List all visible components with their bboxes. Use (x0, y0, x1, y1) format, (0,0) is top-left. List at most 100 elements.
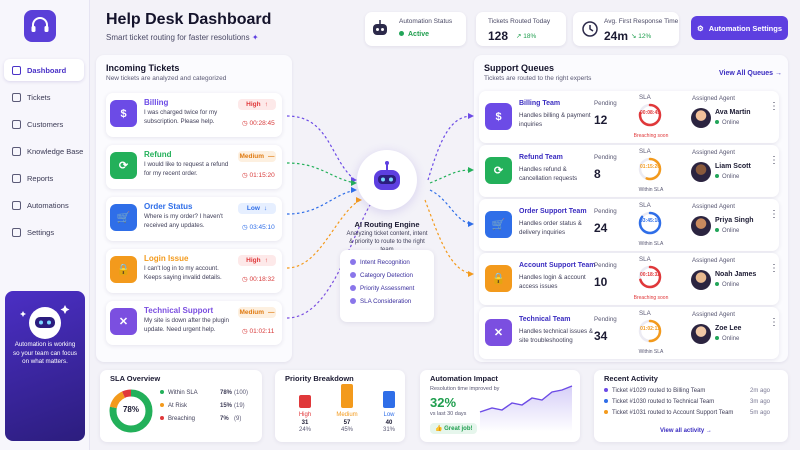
check-dot-icon (350, 259, 356, 266)
ticket-title: Order Status (144, 202, 193, 211)
queue-card[interactable]: ✕ Technical Team Handles technical issues … (479, 307, 779, 359)
ticket-icon (12, 92, 21, 102)
incoming-tickets-title: Incoming Tickets (106, 63, 180, 73)
queue-team-icon: 🛒 (485, 211, 512, 238)
assigned-agent-label: Assigned Agent (692, 149, 736, 156)
ticket-card[interactable]: 🔒 Login Issue I can't log in to my account… (106, 249, 282, 293)
online-dot-icon (715, 282, 719, 287)
ticket-description: I can't log in to my account. Keeps sayi… (144, 265, 222, 281)
sla-status: Within SLA (638, 187, 664, 193)
agent-status: Online (715, 282, 739, 288)
queue-card[interactable]: 🛒 Order Support Team Handles order status … (479, 199, 779, 251)
more-menu-icon[interactable]: ⋮ (769, 209, 779, 220)
priority-label: Medium (239, 153, 265, 160)
queue-card[interactable]: $ Billing Team Handles billing & payment i… (479, 91, 779, 143)
activity-item[interactable]: Ticket #1031 routed to Account Support T… (604, 410, 800, 416)
assigned-agent-label: Assigned Agent (692, 203, 736, 210)
home-icon (12, 65, 21, 75)
tickets-routed-label: Tickets Routed Today (488, 18, 551, 25)
sidebar-item-reports[interactable]: Reports (4, 167, 84, 189)
sidebar-item-dashboard[interactable]: Dashboard (4, 59, 84, 81)
queue-card[interactable]: ⟳ Refund Team Handles refund & cancellatio… (479, 145, 779, 197)
great-job-badge: 👍 Great job! (430, 423, 478, 434)
priority-arrow-icon: ↑ (264, 101, 268, 108)
legend-dot-icon (160, 416, 164, 420)
priority-badge: High ↑ (238, 99, 276, 110)
automation-promo-card: Automation is working so your team can f… (5, 291, 85, 441)
sidebar-item-settings[interactable]: Settings (4, 221, 84, 243)
ticket-card[interactable]: 🛒 Order Status Where is my order? I haven'… (106, 197, 282, 241)
sidebar-item-customers[interactable]: Customers (4, 113, 84, 135)
more-menu-icon[interactable]: ⋮ (769, 317, 779, 328)
activity-text: Ticket #1031 routed to Account Support T… (612, 410, 734, 416)
queue-card[interactable]: 🔒 Account Support Team Handles login & acc… (479, 253, 779, 305)
priority-arrow-icon: — (268, 309, 275, 316)
agent-status: Online (715, 174, 739, 180)
ticket-timer: ◷ 00:28:45 (242, 119, 275, 127)
queue-name[interactable]: Refund Team (519, 154, 563, 161)
activity-item[interactable]: Ticket #1029 routed to Billing Team 2m ag… (604, 388, 800, 394)
page-title: Help Desk Dashboard (106, 11, 272, 28)
view-all-queues-link[interactable]: View All Queues → (719, 70, 783, 77)
priority-breakdown-title: Priority Breakdown (285, 374, 354, 383)
agent-name: Liam Scott (715, 163, 751, 170)
pending-count: 10 (594, 275, 608, 289)
sidebar-item-tickets[interactable]: Tickets (4, 86, 84, 108)
first-response-change: ↘ 12% (631, 33, 652, 40)
sla-ring (638, 211, 662, 235)
legend-label: Within SLA (168, 390, 198, 396)
ticket-timer: ◷ 00:18:32 (242, 275, 275, 283)
ticket-timer: ◷ 01:15:20 (242, 171, 275, 179)
agent-status: Online (715, 228, 739, 234)
priority-breakdown-card: Priority Breakdown High 31 24% Medium 57 45% L… (275, 370, 405, 442)
more-menu-icon[interactable]: ⋮ (769, 101, 779, 112)
ticket-card[interactable]: ✕ Technical Support My site is down after … (106, 301, 282, 345)
sidebar-item-automations[interactable]: Automations (4, 194, 84, 216)
sidebar: Dashboard Tickets Customers Knowledge Base R… (0, 0, 90, 450)
queue-name[interactable]: Technical Team (519, 316, 571, 323)
agent-avatar (691, 270, 711, 290)
automation-status-label: Automation Status (399, 18, 453, 25)
sla-status: Breaching soon (633, 133, 669, 139)
agent-avatar (691, 216, 711, 236)
sla-overview-card: SLA Overview 78% Within SLA 78% (100) At Ri… (100, 370, 262, 442)
ticket-card[interactable]: ⟳ Refund I would like to request a refund … (106, 145, 282, 189)
agent-avatar (691, 108, 711, 128)
sidebar-item-label: Dashboard (27, 65, 67, 75)
recent-activity-title: Recent Activity (604, 374, 658, 383)
sla-status: Breaching soon (633, 295, 669, 301)
automation-status-value: Active (399, 31, 429, 38)
queue-name[interactable]: Order Support Team (519, 208, 587, 215)
gear-icon (12, 227, 21, 237)
recent-activity-card: Recent Activity Ticket #1029 routed to B… (594, 370, 788, 442)
sla-time: 03:45:10 (639, 218, 660, 224)
ticket-category-icon: ⟳ (110, 152, 137, 179)
ticket-description: My site is down after the plugin update.… (144, 317, 229, 333)
activity-item[interactable]: Ticket #1030 routed to Technical Team 3m … (604, 399, 800, 405)
queue-name[interactable]: Account Support Team (519, 262, 596, 269)
engine-title: AI Routing Engine (354, 220, 420, 229)
sla-label: SLA (639, 310, 651, 317)
page-subtitle: Smart ticket routing for faster resoluti… (106, 33, 259, 42)
robot-icon (373, 20, 387, 35)
engine-checklist: Intent Recognition Category Detection Prio… (340, 250, 434, 322)
clock-icon (582, 21, 598, 37)
timer-icon: ◷ (242, 224, 250, 231)
first-response-label: Avg. First Response Time (604, 18, 679, 25)
ticket-card[interactable]: $ Billing I was charged twice for my subsc… (106, 93, 282, 137)
sidebar-item-knowledge-base[interactable]: Knowledge Base (4, 140, 84, 162)
queue-name[interactable]: Billing Team (519, 100, 561, 107)
pending-label: Pending (594, 208, 617, 215)
app-logo-headset-icon[interactable] (24, 10, 56, 42)
more-menu-icon[interactable]: ⋮ (769, 263, 779, 274)
automation-settings-button[interactable]: ⚙ Automation Settings (691, 16, 788, 40)
timer-value: 01:02:11 (249, 328, 275, 335)
more-menu-icon[interactable]: ⋮ (769, 155, 779, 166)
sla-label: SLA (639, 256, 651, 263)
ticket-description: Where is my order? I haven't received an… (144, 213, 223, 229)
ticket-title: Refund (144, 150, 172, 159)
tickets-routed-value: 128 (488, 29, 509, 43)
agent-name: Priya Singh (715, 217, 754, 224)
view-all-activity-link[interactable]: View all activity → (660, 428, 712, 434)
